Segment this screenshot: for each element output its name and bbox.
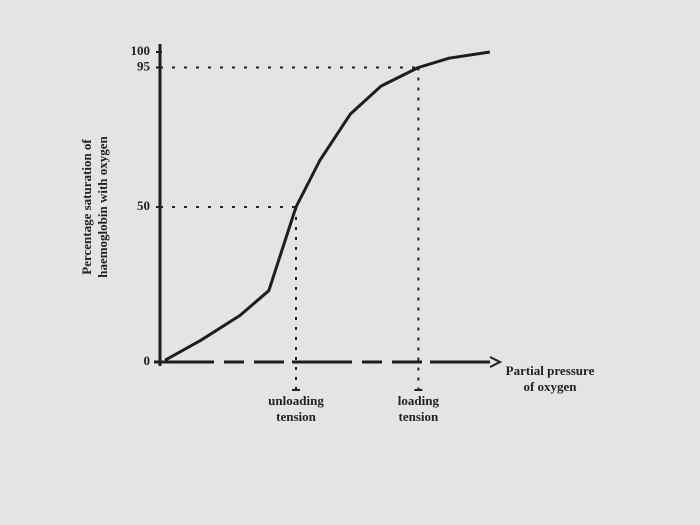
x-axis-label: Partial pressure (506, 363, 595, 378)
y-axis-label: haemoglobin with oxygen (95, 135, 110, 277)
annotation-label: tension (399, 409, 440, 424)
y-tick-label: 0 (144, 353, 151, 368)
x-axis-label: of oxygen (523, 379, 577, 394)
x-axis-arrow (489, 356, 503, 368)
y-axis-label: Percentage saturation of (79, 139, 94, 275)
annotation-label: loading (398, 393, 440, 408)
annotation-label: tension (276, 409, 317, 424)
y-tick-label: 95 (137, 58, 151, 73)
y-tick-label: 50 (137, 198, 150, 213)
annotation-label: unloading (268, 393, 324, 408)
y-tick-label: 100 (131, 43, 151, 58)
curve (164, 50, 491, 362)
